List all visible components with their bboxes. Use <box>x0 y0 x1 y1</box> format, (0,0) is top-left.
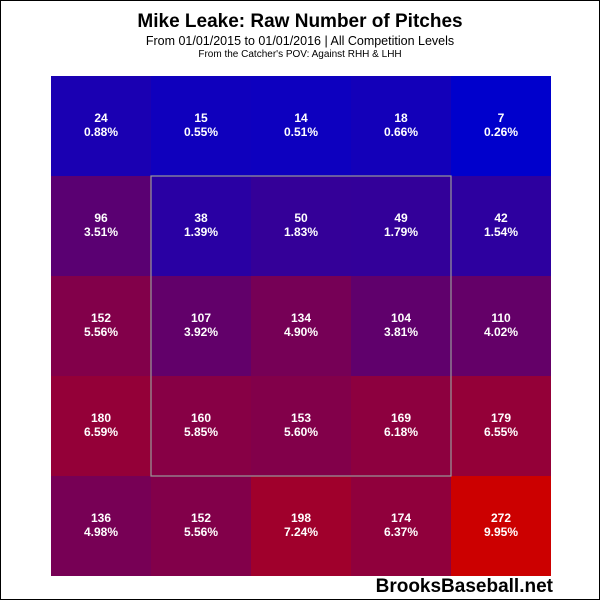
cell-percent-r3-c2: 5.60% <box>284 425 318 439</box>
chart-subtitle: From 01/01/2015 to 01/01/2016 | All Comp… <box>145 34 455 48</box>
brooks-baseball-watermark: BrooksBaseball.net <box>375 576 553 597</box>
cell-count-r0-c2: 14 <box>294 111 308 125</box>
cell-count-r3-c0: 180 <box>91 411 111 425</box>
cell-count-r3-c3: 169 <box>391 411 411 425</box>
cell-count-r4-c3: 174 <box>391 511 411 525</box>
cell-percent-r0-c0: 0.88% <box>84 125 118 139</box>
cell-percent-r0-c1: 0.55% <box>184 125 218 139</box>
heatmap-cell-r3-c1 <box>151 376 251 476</box>
cell-percent-r0-c4: 0.26% <box>484 125 518 139</box>
heatmap-cell-r4-c2 <box>251 476 351 576</box>
cell-percent-r4-c1: 5.56% <box>184 525 218 539</box>
heatmap-cell-r3-c4 <box>451 376 551 476</box>
cell-percent-r2-c4: 4.02% <box>484 325 518 339</box>
heatmap-cell-r1-c4 <box>451 176 551 276</box>
heatmap-cell-r4-c0 <box>51 476 151 576</box>
heatmap-cell-r3-c0 <box>51 376 151 476</box>
heatmap-cell-r2-c2 <box>251 276 351 376</box>
cell-percent-r3-c3: 6.18% <box>384 425 418 439</box>
cell-count-r3-c2: 153 <box>291 411 311 425</box>
cell-percent-r3-c4: 6.55% <box>484 425 518 439</box>
cell-percent-r1-c0: 3.51% <box>84 225 118 239</box>
cell-percent-r4-c0: 4.98% <box>84 525 118 539</box>
cell-count-r4-c4: 272 <box>491 511 511 525</box>
heatmap-cell-r1-c2 <box>251 176 351 276</box>
cell-count-r4-c2: 198 <box>291 511 311 525</box>
cell-count-r4-c0: 136 <box>91 511 111 525</box>
cell-count-r2-c1: 107 <box>191 311 211 325</box>
cell-count-r3-c1: 160 <box>191 411 211 425</box>
strike-zone-outline <box>150 175 452 477</box>
cell-count-r1-c1: 38 <box>194 211 208 225</box>
heatmap-cell-r0-c3 <box>351 76 451 176</box>
cell-percent-r2-c2: 4.90% <box>284 325 318 339</box>
cell-count-r2-c0: 152 <box>91 311 111 325</box>
cell-percent-r3-c1: 5.85% <box>184 425 218 439</box>
heatmap-cell-r4-c4 <box>451 476 551 576</box>
cell-count-r0-c4: 7 <box>498 111 505 125</box>
heatmap-cell-r0-c2 <box>251 76 351 176</box>
cell-percent-r1-c1: 1.39% <box>184 225 218 239</box>
cell-count-r1-c4: 42 <box>494 211 508 225</box>
heatmap-cell-r2-c1 <box>151 276 251 376</box>
heatmap-cell-r2-c0 <box>51 276 151 376</box>
chart-title: Mike Leake: Raw Number of Pitches <box>137 11 463 32</box>
heatmap-cell-r4-c3 <box>351 476 451 576</box>
heatmap-cell-r1-c0 <box>51 176 151 276</box>
cell-count-r2-c4: 110 <box>491 311 511 325</box>
cell-percent-r0-c3: 0.66% <box>384 125 418 139</box>
cell-percent-r4-c3: 6.37% <box>384 525 418 539</box>
cell-percent-r1-c2: 1.83% <box>284 225 318 239</box>
cell-percent-r2-c0: 5.56% <box>84 325 118 339</box>
heatmap-cell-r0-c4 <box>451 76 551 176</box>
heatmap-cell-r3-c2 <box>251 376 351 476</box>
cell-count-r0-c1: 15 <box>194 111 208 125</box>
heatmap-cell-r1-c3 <box>351 176 451 276</box>
cell-count-r2-c3: 104 <box>391 311 411 325</box>
heatmap-cell-r2-c3 <box>351 276 451 376</box>
cell-percent-r1-c4: 1.54% <box>484 225 518 239</box>
cell-count-r0-c0: 24 <box>94 111 108 125</box>
cell-percent-r4-c4: 9.95% <box>484 525 518 539</box>
cell-percent-r1-c3: 1.79% <box>384 225 418 239</box>
cell-count-r1-c3: 49 <box>394 211 408 225</box>
cell-count-r1-c0: 96 <box>94 211 108 225</box>
cell-percent-r2-c1: 3.92% <box>184 325 218 339</box>
cell-count-r4-c1: 152 <box>191 511 211 525</box>
cell-count-r1-c2: 50 <box>294 211 308 225</box>
cell-percent-r2-c3: 3.81% <box>384 325 418 339</box>
heatmap-cell-r1-c1 <box>151 176 251 276</box>
heatmap-cell-r2-c4 <box>451 276 551 376</box>
heatmap-cell-r0-c0 <box>51 76 151 176</box>
cell-count-r2-c2: 134 <box>291 311 311 325</box>
cell-percent-r0-c2: 0.51% <box>284 125 318 139</box>
cell-count-r0-c3: 18 <box>394 111 408 125</box>
cell-count-r3-c4: 179 <box>491 411 511 425</box>
cell-percent-r4-c2: 7.24% <box>284 525 318 539</box>
chart-subtitle-pov: From the Catcher's POV: Against RHH & LH… <box>198 49 402 60</box>
heatmap-cell-r0-c1 <box>151 76 251 176</box>
heatmap-cell-r4-c1 <box>151 476 251 576</box>
cell-percent-r3-c0: 6.59% <box>84 425 118 439</box>
heatmap-cell-r3-c3 <box>351 376 451 476</box>
